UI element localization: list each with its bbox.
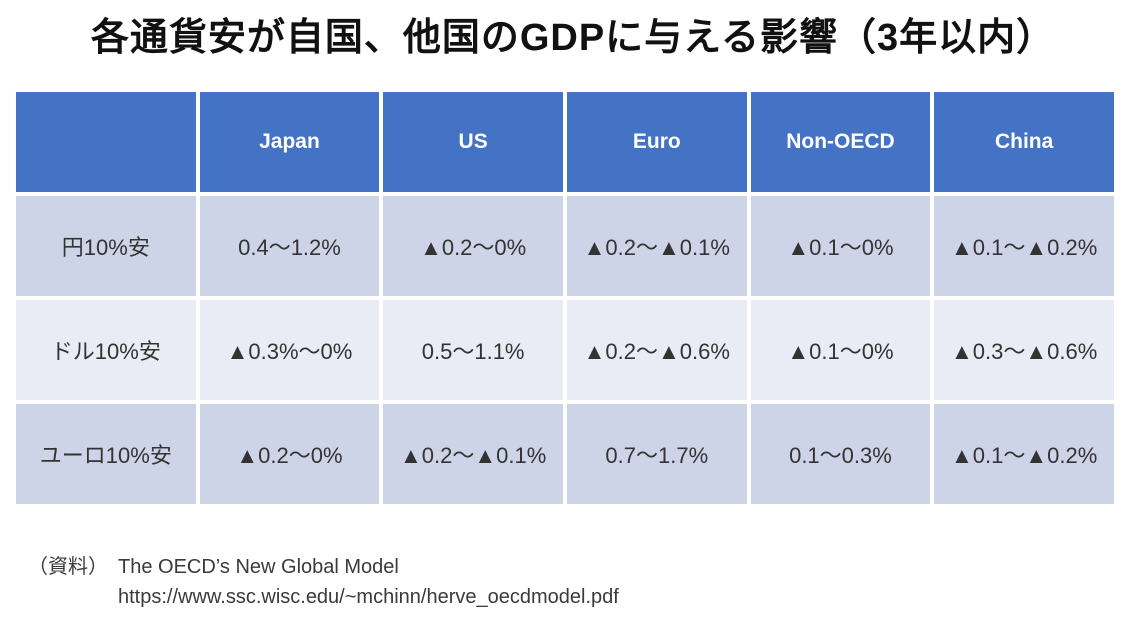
header-row: Japan US Euro Non-OECD China [16, 92, 1114, 192]
gdp-impact-table: Japan US Euro Non-OECD China 円10%安 0.4～1… [12, 88, 1118, 508]
header-cell-blank [16, 92, 196, 192]
data-cell: ▲0.2～0% [199, 404, 380, 504]
header-cell-us: US [383, 92, 563, 192]
source-note: （資料） The OECD’s New Global Model https:/… [28, 552, 619, 612]
page-title: 各通貨安が自国、他国のGDPに与える影響（3年以内） [90, 17, 1056, 59]
table-header: Japan US Euro Non-OECD China [16, 92, 1114, 192]
source-lines: The OECD’s New Global Model https://www.… [118, 552, 619, 612]
data-cell: 0.4～1.2% [199, 196, 380, 296]
data-cell: ▲0.1～0% [750, 300, 931, 400]
data-cell: 0.1～0.3% [750, 404, 931, 504]
table-body: 円10%安 0.4～1.2% ▲0.2～0% ▲0.2～▲0.1% ▲0.1～0… [16, 196, 1114, 504]
table-row-yen: 円10%安 0.4～1.2% ▲0.2～0% ▲0.2～▲0.1% ▲0.1～0… [16, 196, 1114, 296]
data-cell: ▲0.2～▲0.6% [566, 300, 747, 400]
header-cell-japan: Japan [199, 92, 380, 192]
data-cell: ▲0.2～0% [383, 196, 563, 296]
row-label-cell: 円10%安 [16, 196, 196, 296]
data-cell: ▲0.1～0% [750, 196, 931, 296]
row-label-cell: ユーロ10%安 [16, 404, 196, 504]
source-title: The OECD’s New Global Model [118, 556, 399, 578]
data-cell: ▲0.3%～0% [199, 300, 380, 400]
row-label-cell: ドル10%安 [16, 300, 196, 400]
data-cell: 0.7～1.7% [566, 404, 747, 504]
data-cell: ▲0.1～▲0.2% [934, 196, 1114, 296]
header-cell-non-oecd: Non-OECD [750, 92, 931, 192]
table-row-euro: ユーロ10%安 ▲0.2～0% ▲0.2～▲0.1% 0.7～1.7% 0.1～… [16, 404, 1114, 504]
data-cell: 0.5～1.1% [383, 300, 563, 400]
data-cell: ▲0.3～▲0.6% [934, 300, 1114, 400]
header-cell-china: China [934, 92, 1114, 192]
source-url: https://www.ssc.wisc.edu/~mchinn/herve_o… [118, 586, 619, 608]
data-cell: ▲0.2～▲0.1% [383, 404, 563, 504]
data-cell: ▲0.1～▲0.2% [934, 404, 1114, 504]
data-cell: ▲0.2～▲0.1% [566, 196, 747, 296]
source-prefix: （資料） [28, 556, 108, 578]
header-cell-euro: Euro [566, 92, 747, 192]
table-row-dollar: ドル10%安 ▲0.3%～0% 0.5～1.1% ▲0.2～▲0.6% ▲0.1… [16, 300, 1114, 400]
